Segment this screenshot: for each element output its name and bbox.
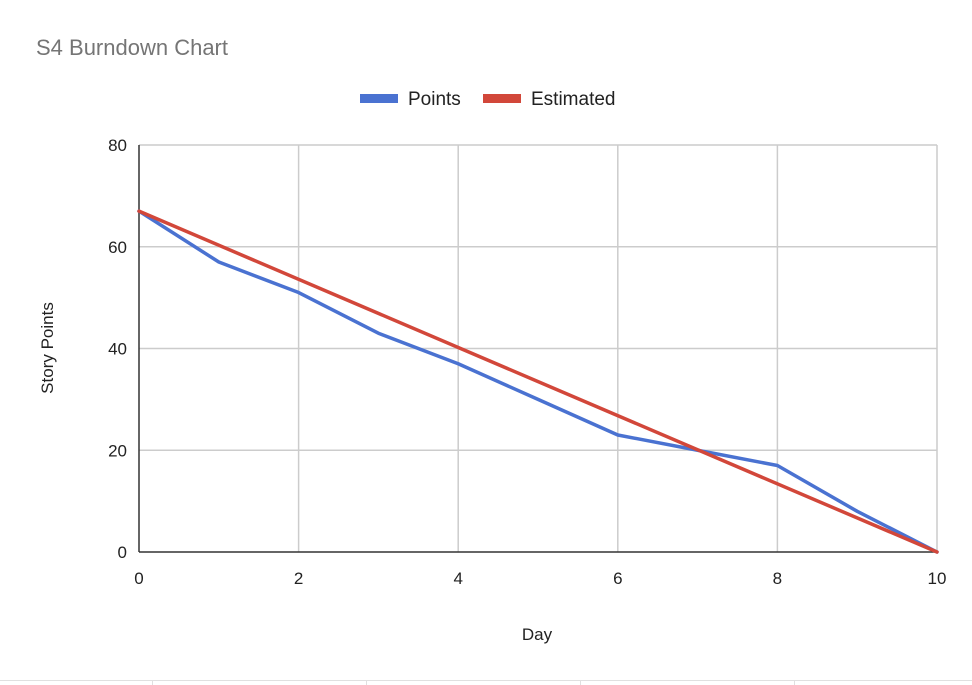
series-line-estimated [137, 209, 939, 554]
divider-tick [152, 680, 153, 685]
divider-tick [580, 680, 581, 685]
y-tick-label: 40 [108, 340, 127, 359]
x-tick-label: 10 [928, 569, 947, 588]
series-line-points [137, 209, 939, 554]
grid [139, 144, 938, 552]
legend-label-points: Points [408, 89, 461, 110]
legend-swatch-points [360, 94, 398, 103]
x-tick-label: 4 [453, 569, 462, 588]
x-tick-label: 6 [613, 569, 622, 588]
x-tick-label: 8 [773, 569, 782, 588]
y-axis-title: Story Points [38, 302, 57, 394]
divider-tick [366, 680, 367, 685]
x-axis-title: Day [522, 625, 553, 644]
bottom-divider [0, 680, 972, 685]
y-tick-label: 60 [108, 238, 127, 257]
chart-title: S4 Burndown Chart [36, 35, 228, 60]
x-tick-label: 0 [134, 569, 143, 588]
tick-labels: 0 2 4 6 8 10 0 20 40 60 80 [108, 136, 946, 588]
y-tick-label: 20 [108, 441, 127, 460]
legend-label-estimated: Estimated [531, 89, 615, 110]
legend-swatch-estimated [483, 94, 521, 103]
divider-tick [794, 680, 795, 685]
y-tick-label: 0 [118, 543, 127, 562]
series-lines [137, 209, 939, 554]
x-tick-label: 2 [294, 569, 303, 588]
y-tick-label: 80 [108, 136, 127, 155]
legend: Points Estimated [360, 89, 615, 110]
